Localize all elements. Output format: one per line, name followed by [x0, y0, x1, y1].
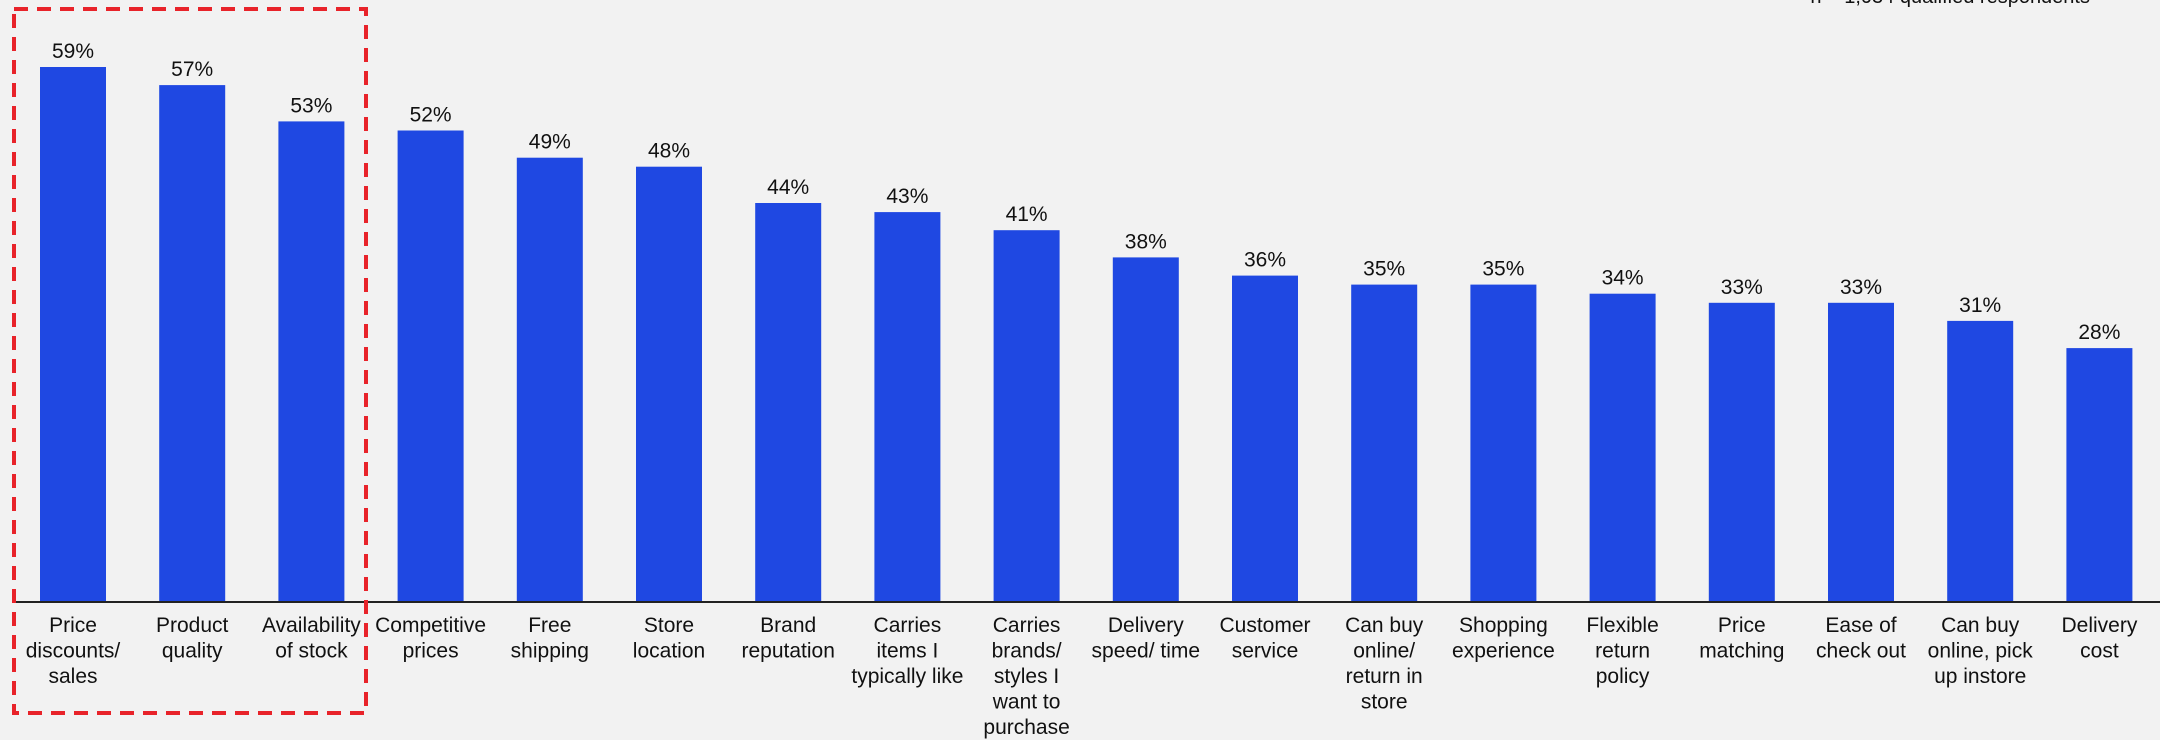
bar-0: [40, 67, 106, 602]
bar-15: [1828, 302, 1894, 602]
value-label-1: 57%: [171, 58, 213, 81]
value-label-10: 36%: [1244, 249, 1286, 272]
bar-10: [1232, 275, 1298, 602]
value-label-15: 33%: [1840, 276, 1882, 299]
value-label-4: 49%: [529, 131, 571, 154]
value-label-12: 35%: [1482, 258, 1524, 281]
bar-11: [1351, 284, 1418, 602]
value-label-14: 33%: [1721, 276, 1763, 299]
category-label-13: Flexible return policy: [1586, 614, 1658, 688]
category-label-15: Ease of check out: [1816, 614, 1906, 663]
bar-17: [2066, 348, 2133, 602]
bar-14: [1708, 302, 1775, 602]
value-labels-group: 59% 57% 53% 52% 49% 48% 44% 43% 41% 38% 36% 35% 35% 3…: [52, 40, 2120, 344]
highlight-box: [12, 7, 368, 715]
value-label-11: 35%: [1363, 258, 1405, 281]
value-label-8: 41%: [1006, 203, 1048, 226]
category-label-9: Delivery speed/ time: [1092, 614, 1201, 663]
category-label-6: Brand reputation: [741, 614, 834, 663]
bars-group: [40, 67, 2133, 603]
bar-9: [1112, 257, 1179, 602]
value-label-3: 52%: [410, 104, 452, 127]
category-label-4: Free shipping: [511, 614, 589, 663]
bar-6: [755, 203, 822, 602]
value-label-0: 59%: [52, 40, 94, 63]
category-label-1: Product quality: [156, 614, 229, 663]
bar-16: [1947, 320, 2014, 602]
value-label-13: 34%: [1602, 267, 1644, 290]
value-label-5: 48%: [648, 140, 690, 163]
category-label-0: Price discounts/sales: [26, 614, 121, 688]
category-label-17: Delivery cost: [2061, 614, 2137, 663]
value-label-17: 28%: [2078, 321, 2120, 344]
respondents-note: n = 1,034 qualified respondents: [1810, 0, 2090, 8]
value-label-7: 43%: [886, 185, 928, 208]
category-label-11: Can buy online/return in store: [1345, 614, 1424, 714]
bar-12: [1470, 284, 1537, 602]
bar-8: [993, 230, 1060, 602]
category-label-10: Customer service: [1219, 614, 1310, 663]
category-labels-group: Price discounts/sales Product quality Availa…: [26, 614, 2138, 739]
bar-3: [397, 130, 464, 602]
bar-1: [159, 85, 226, 603]
category-label-16: Can buy online, pick up instore: [1928, 614, 2034, 688]
bar-13: [1589, 293, 1656, 602]
bar-7: [874, 212, 941, 602]
category-label-14: Price matching: [1699, 614, 1784, 663]
value-label-9: 38%: [1125, 230, 1167, 253]
category-label-12: Shopping experience: [1452, 614, 1555, 663]
category-label-5: Store location: [633, 614, 705, 663]
value-label-16: 31%: [1959, 294, 2001, 317]
category-label-2: Availability of stock: [262, 614, 361, 663]
bar-2: [278, 121, 345, 603]
value-label-2: 53%: [290, 94, 332, 117]
value-label-6: 44%: [767, 176, 809, 199]
bar-4: [516, 157, 583, 602]
bar-5: [636, 166, 702, 602]
category-label-3: Competitive prices: [375, 614, 486, 663]
